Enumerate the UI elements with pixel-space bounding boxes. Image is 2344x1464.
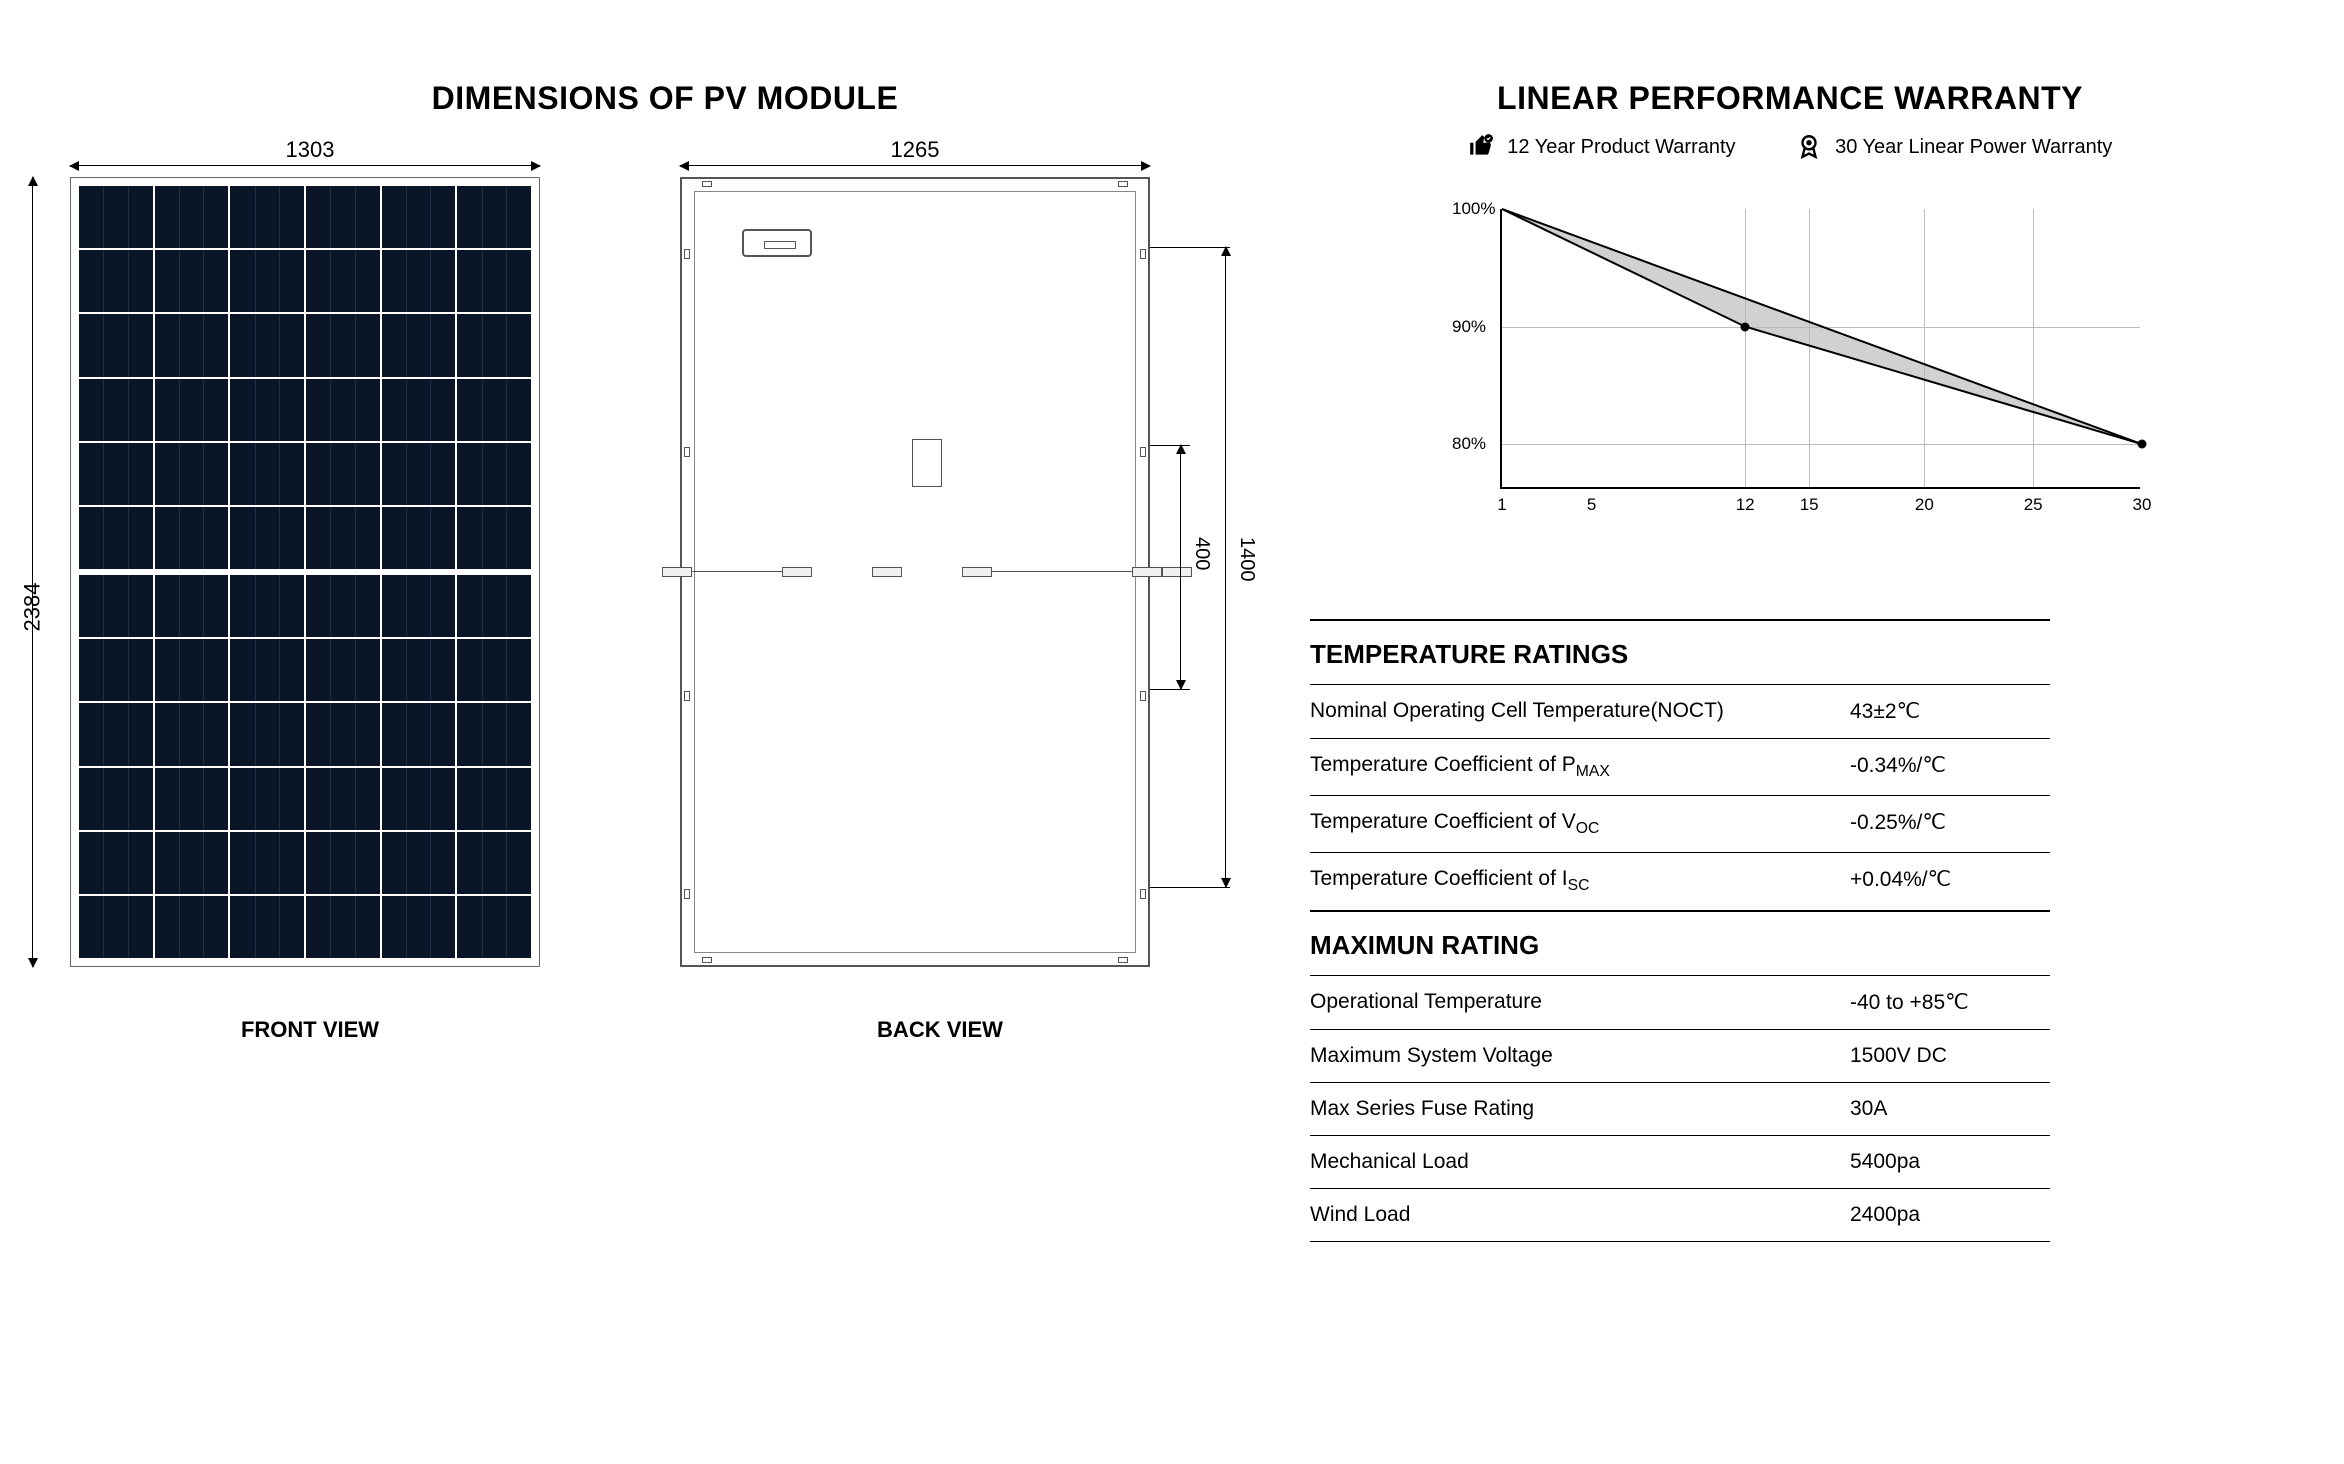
warranty-title: LINEAR PERFORMANCE WARRANTY bbox=[1310, 80, 2270, 117]
x-axis-label: 1 bbox=[1497, 495, 1506, 515]
product-warranty-badge: 12 Year Product Warranty bbox=[1468, 133, 1736, 159]
chart-point bbox=[2138, 440, 2147, 449]
max-row: Max Series Fuse Rating30A bbox=[1310, 1082, 2050, 1135]
temp-row: Temperature Coefficient of VOC-0.25%/℃ bbox=[1310, 795, 2050, 852]
front-width-dim: 1303 bbox=[40, 137, 580, 163]
table-key: Max Series Fuse Rating bbox=[1310, 1097, 1850, 1121]
table-value: -0.34%/℃ bbox=[1850, 753, 2050, 781]
award-icon bbox=[1796, 133, 1822, 159]
table-key: Temperature Coefficient of PMAX bbox=[1310, 753, 1850, 781]
table-value: 1500V DC bbox=[1850, 1044, 2050, 1068]
front-panel bbox=[70, 177, 540, 967]
mount-inner-dim: 400 bbox=[1190, 537, 1213, 570]
table-value: -0.25%/℃ bbox=[1850, 810, 2050, 838]
max-row: Mechanical Load5400pa bbox=[1310, 1135, 2050, 1188]
x-axis-label: 15 bbox=[1800, 495, 1819, 515]
back-width-dim: 1265 bbox=[680, 137, 1150, 163]
table-key: Mechanical Load bbox=[1310, 1150, 1850, 1174]
back-view-block: 1265 bbox=[670, 147, 1290, 1067]
chart-point bbox=[1741, 322, 1750, 331]
temp-ratings-title: TEMPERATURE RATINGS bbox=[1310, 619, 2050, 684]
table-value: +0.04%/℃ bbox=[1850, 867, 2050, 895]
x-axis-label: 12 bbox=[1736, 495, 1755, 515]
table-key: Operational Temperature bbox=[1310, 990, 1850, 1015]
y-axis-label: 100% bbox=[1452, 199, 1495, 219]
warranty-chart: 100%90%80%151215202530 bbox=[1440, 209, 2140, 529]
y-axis-label: 90% bbox=[1452, 317, 1486, 337]
back-panel bbox=[680, 177, 1150, 967]
table-key: Temperature Coefficient of ISC bbox=[1310, 867, 1850, 895]
table-key: Temperature Coefficient of VOC bbox=[1310, 810, 1850, 838]
label-box-icon bbox=[912, 439, 942, 487]
thumbs-up-icon bbox=[1468, 133, 1494, 159]
max-row: Maximum System Voltage1500V DC bbox=[1310, 1029, 2050, 1082]
temp-row: Temperature Coefficient of PMAX-0.34%/℃ bbox=[1310, 738, 2050, 795]
max-row: Operational Temperature-40 to +85℃ bbox=[1310, 975, 2050, 1029]
table-key: Maximum System Voltage bbox=[1310, 1044, 1850, 1068]
x-axis-label: 20 bbox=[1915, 495, 1934, 515]
mount-span-dim: 1400 bbox=[1235, 537, 1258, 582]
back-view-label: BACK VIEW bbox=[630, 1017, 1250, 1043]
warranty-badges: 12 Year Product Warranty 30 Year Linear … bbox=[1310, 133, 2270, 159]
junction-box-icon bbox=[742, 229, 812, 257]
temp-row: Temperature Coefficient of ISC+0.04%/℃ bbox=[1310, 852, 2050, 909]
dimensions-section: DIMENSIONS OF PV MODULE 1303 2384 FRONT … bbox=[40, 80, 1290, 1420]
x-axis-label: 25 bbox=[2024, 495, 2043, 515]
max-rating-title: MAXIMUN RATING bbox=[1310, 910, 2050, 975]
table-value: 43±2℃ bbox=[1850, 699, 2050, 724]
table-key: Wind Load bbox=[1310, 1203, 1850, 1227]
linear-warranty-badge: 30 Year Linear Power Warranty bbox=[1796, 133, 2113, 159]
ratings-tables: TEMPERATURE RATINGS Nominal Operating Ce… bbox=[1310, 619, 2050, 1242]
y-axis-label: 80% bbox=[1452, 434, 1486, 454]
front-view-label: FRONT VIEW bbox=[40, 1017, 580, 1043]
x-axis-label: 30 bbox=[2133, 495, 2152, 515]
max-row: Wind Load2400pa bbox=[1310, 1188, 2050, 1241]
temp-row: Nominal Operating Cell Temperature(NOCT)… bbox=[1310, 684, 2050, 738]
table-value: -40 to +85℃ bbox=[1850, 990, 2050, 1015]
front-view-block: 1303 2384 FRONT VIEW bbox=[40, 147, 580, 1067]
table-value: 2400pa bbox=[1850, 1203, 2050, 1227]
table-value: 5400pa bbox=[1850, 1150, 2050, 1174]
table-value: 30A bbox=[1850, 1097, 2050, 1121]
x-axis-label: 5 bbox=[1587, 495, 1596, 515]
table-key: Nominal Operating Cell Temperature(NOCT) bbox=[1310, 699, 1850, 724]
dimensions-title: DIMENSIONS OF PV MODULE bbox=[40, 80, 1290, 117]
